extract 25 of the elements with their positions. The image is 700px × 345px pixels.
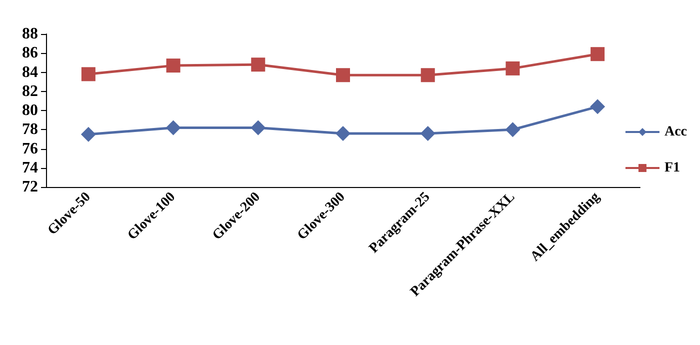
y-tick-label: 72 xyxy=(22,178,38,196)
legend-label: F1 xyxy=(664,160,680,176)
y-tick-label: 88 xyxy=(22,26,38,42)
y-tick-label: 82 xyxy=(22,82,38,100)
point xyxy=(505,122,520,138)
point xyxy=(590,47,605,62)
y-tick-label: 78 xyxy=(22,121,38,138)
point xyxy=(420,126,436,141)
y-tick-label: 74 xyxy=(22,159,38,176)
point xyxy=(166,120,181,136)
legend-label: Acc xyxy=(664,124,688,140)
point xyxy=(336,126,350,141)
point xyxy=(81,67,96,82)
y-tick-label: 86 xyxy=(22,44,38,62)
point xyxy=(251,58,266,72)
point xyxy=(250,120,266,136)
point xyxy=(506,61,520,76)
point xyxy=(336,68,350,82)
y-tick-label: 76 xyxy=(22,140,38,158)
y-tick-label: 80 xyxy=(22,102,38,119)
y-tick-label: 84 xyxy=(22,64,38,81)
point xyxy=(80,126,96,142)
point xyxy=(420,68,435,82)
point xyxy=(590,99,606,114)
point xyxy=(166,58,180,73)
